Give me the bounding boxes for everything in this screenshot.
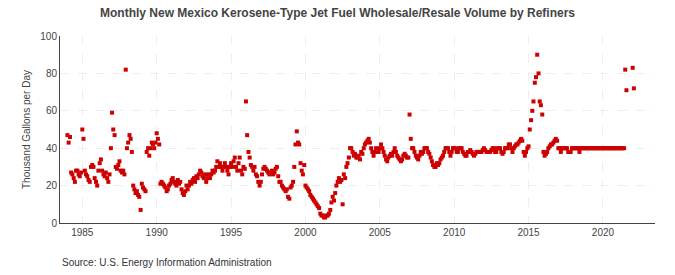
svg-text:2020: 2020 bbox=[592, 227, 615, 238]
svg-text:60: 60 bbox=[46, 105, 58, 116]
svg-text:2005: 2005 bbox=[369, 227, 392, 238]
svg-text:80: 80 bbox=[46, 68, 58, 79]
svg-text:0: 0 bbox=[51, 218, 57, 229]
svg-text:100: 100 bbox=[40, 31, 57, 42]
svg-text:Thousand Gallons per Day: Thousand Gallons per Day bbox=[21, 70, 32, 189]
svg-text:1995: 1995 bbox=[220, 227, 243, 238]
svg-text:40: 40 bbox=[46, 143, 58, 154]
svg-text:2010: 2010 bbox=[443, 227, 466, 238]
svg-text:Monthly New Mexico Kerosene-Ty: Monthly New Mexico Kerosene-Type Jet Fue… bbox=[100, 6, 575, 20]
svg-text:20: 20 bbox=[46, 180, 58, 191]
svg-text:1985: 1985 bbox=[71, 227, 94, 238]
svg-text:Source: U.S. Energy Informatio: Source: U.S. Energy Information Administ… bbox=[62, 257, 272, 268]
svg-text:1990: 1990 bbox=[146, 227, 169, 238]
svg-text:2000: 2000 bbox=[294, 227, 317, 238]
svg-text:2015: 2015 bbox=[517, 227, 540, 238]
